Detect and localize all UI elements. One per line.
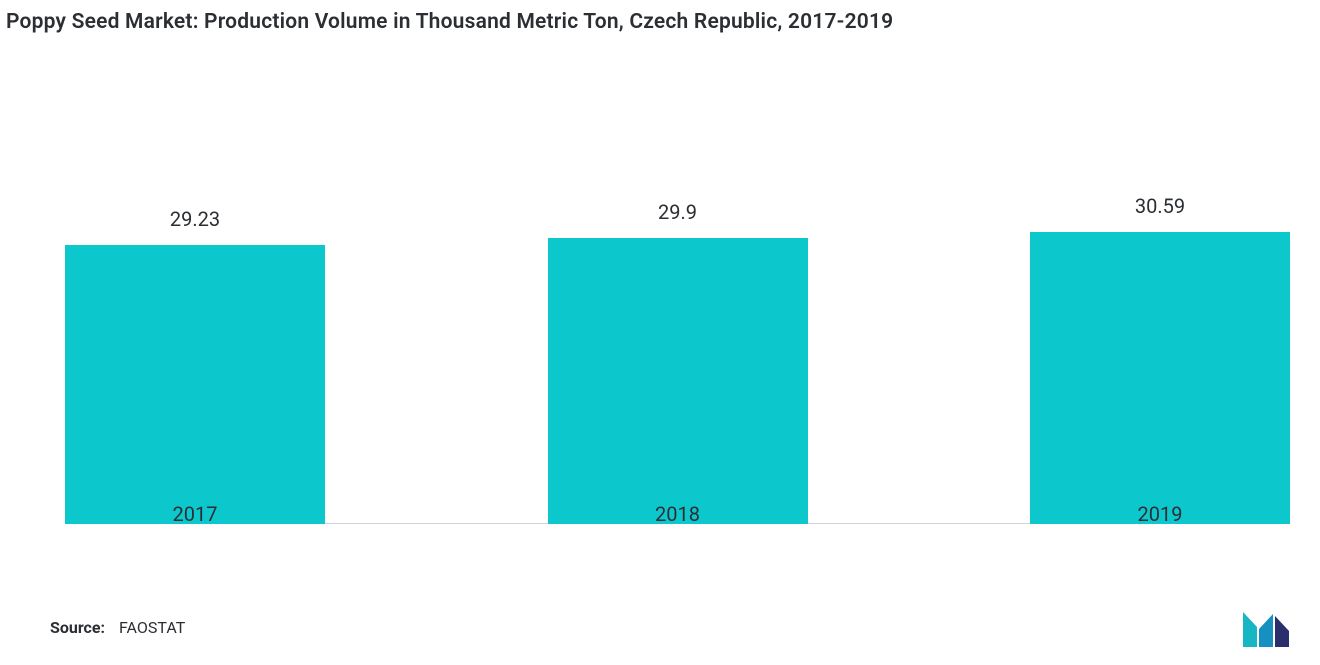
- bar: [65, 245, 325, 524]
- bars-row: 29.23 29.9 30.59: [65, 84, 1290, 524]
- bar: [548, 238, 808, 524]
- bar-value-label: 29.9: [658, 200, 697, 224]
- x-axis-label: 2019: [1030, 502, 1290, 526]
- x-axis-label: 2017: [65, 502, 325, 526]
- source-value: FAOSTAT: [119, 618, 185, 637]
- source-label: Source:: [50, 618, 105, 637]
- brand-logo-icon: [1236, 607, 1296, 649]
- bar: [1030, 232, 1290, 524]
- bar-value-label: 30.59: [1135, 194, 1185, 218]
- bar-value-label: 29.23: [170, 207, 220, 231]
- bar-group: 29.9: [548, 84, 808, 524]
- x-axis-label: 2018: [548, 502, 808, 526]
- chart-title: Poppy Seed Market: Production Volume in …: [0, 0, 1320, 34]
- bar-chart: 29.23 29.9 30.59: [30, 84, 1290, 524]
- bar-group: 30.59: [1030, 84, 1290, 524]
- source-footer: Source: FAOSTAT: [50, 618, 185, 637]
- bar-group: 29.23: [65, 84, 325, 524]
- x-axis-labels: 2017 2018 2019: [65, 502, 1290, 526]
